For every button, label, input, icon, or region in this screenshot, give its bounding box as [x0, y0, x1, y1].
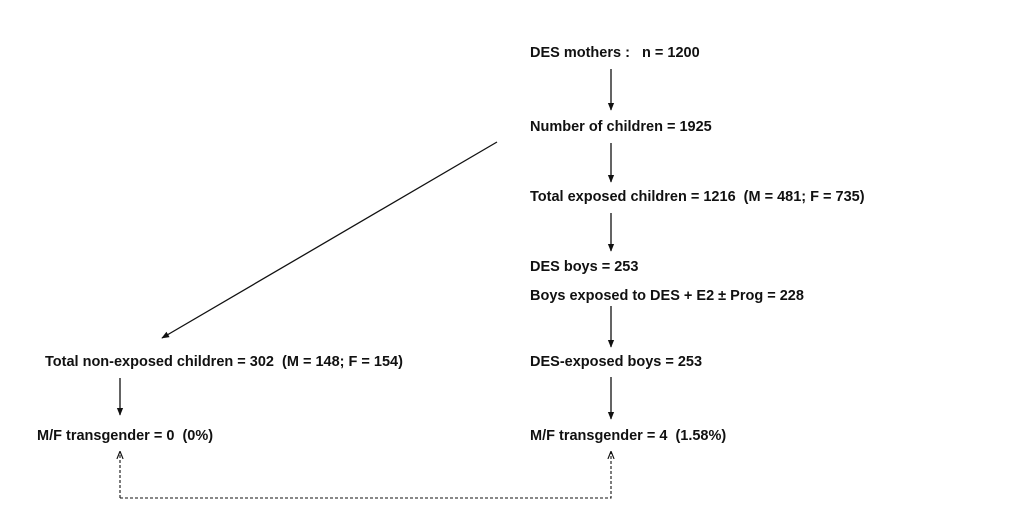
- node-label: M/F transgender = 0 (0%): [37, 428, 213, 444]
- node-label: DES boys = 253: [530, 259, 638, 275]
- node-label: DES mothers : n = 1200: [530, 45, 700, 61]
- node-label: Number of children = 1925: [530, 119, 712, 135]
- node-label: Boys exposed to DES + E2 ± Prog = 228: [530, 288, 804, 304]
- dashed-arrow: [120, 452, 611, 499]
- node-label: Total exposed children = 1216 (M = 481; …: [530, 189, 865, 205]
- node-label: DES-exposed boys = 253: [530, 354, 702, 370]
- node-label: Total non-exposed children = 302 (M = 14…: [45, 354, 403, 370]
- arrow: [161, 141, 498, 339]
- node-label: M/F transgender = 4 (1.58%): [530, 428, 726, 444]
